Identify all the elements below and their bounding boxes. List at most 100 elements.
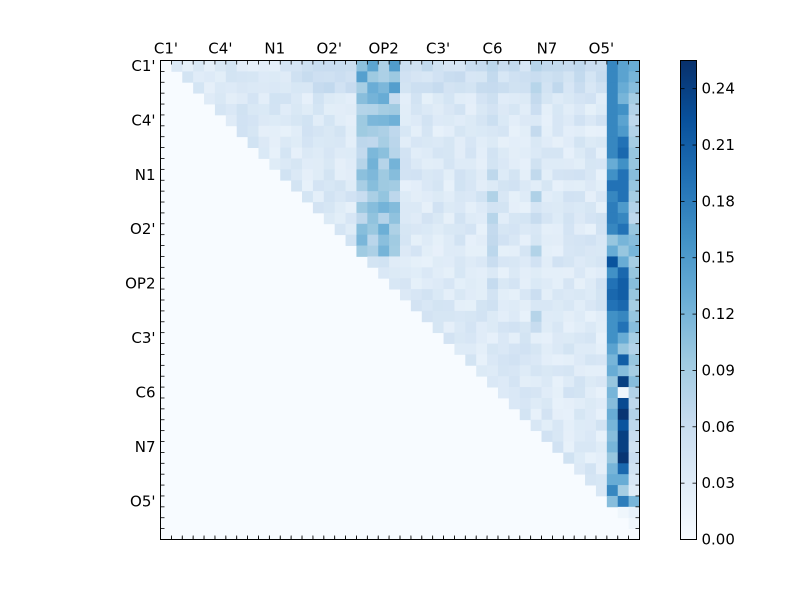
heatmap-cell [356,245,368,257]
heatmap-cell [410,256,423,268]
heatmap-cell [465,256,477,268]
heatmap-cell [389,125,401,138]
heatmap-cell [530,136,542,148]
heatmap-cell [454,180,466,192]
heatmap-cell [552,71,564,83]
heatmap-cell [541,365,553,377]
y-tick-label: C6 [135,384,155,402]
heatmap-cell [476,300,488,312]
heatmap-cell [563,419,575,432]
heatmap-cell [519,300,532,312]
heatmap-cell [214,93,227,105]
heatmap-cell [497,332,510,344]
heatmap-cell [617,343,630,355]
heatmap-cell [617,321,630,334]
heatmap-cell [465,202,477,214]
heatmap-cell [302,136,314,148]
heatmap-cell [421,223,434,236]
heatmap-cell [421,147,434,159]
heatmap-cell [552,158,564,170]
heatmap-cell [552,104,564,116]
heatmap-cell [487,256,499,268]
heatmap-cell [574,441,586,453]
heatmap-cell [421,125,434,138]
heatmap-cell [617,463,630,475]
heatmap-cell [541,300,553,312]
heatmap-cell [563,278,575,290]
heatmap-cell [421,191,434,203]
colorbar-ticks: 0.00 0.03 0.06 0.09 0.12 0.15 0.18 0.21 0.24 [680,80,735,549]
y-tick-label: N7 [135,438,156,456]
heatmap-cell [508,82,521,94]
heatmap-cell [552,397,564,410]
heatmap-cell [432,180,444,192]
heatmap-cell [443,60,455,72]
heatmap-cell [400,82,412,94]
heatmap-cell [585,441,597,453]
heatmap-cell [541,125,553,138]
heatmap-cell [617,191,630,203]
heatmap-cell [334,223,346,236]
x-tick-label: O2' [316,40,341,58]
heatmap-cell [541,169,553,181]
heatmap-cell [541,104,553,116]
heatmap-cell [585,223,597,236]
heatmap-cell [508,256,521,268]
heatmap-cell [345,114,357,127]
heatmap-cell [312,114,325,127]
heatmap-cell [574,82,586,94]
heatmap-cell [574,256,586,268]
heatmap-cell [585,60,597,72]
heatmap-cell [476,125,488,138]
heatmap-cell [476,191,488,203]
heatmap-cell [541,158,553,170]
heatmap-cell [400,169,412,181]
heatmap-cell [541,212,553,225]
heatmap-cell [487,180,499,192]
heatmap-cell [487,104,499,116]
heatmap-cell [378,82,390,94]
heatmap-cell [508,202,521,214]
heatmap-cell [541,419,553,432]
heatmap-cell [312,93,325,105]
heatmap-cell [302,125,314,138]
colorbar-tick-label: 0.12 [702,305,735,323]
heatmap-cell [552,441,564,453]
heatmap-cell [541,332,553,344]
heatmap-cell [508,114,521,127]
heatmap-cell [465,169,477,181]
heatmap-cell [628,441,640,453]
heatmap-cell [236,93,248,105]
heatmap-cell [519,310,532,323]
heatmap-cell [400,125,412,138]
heatmap-cell [552,191,564,203]
heatmap-cell [585,267,597,279]
heatmap-cell [497,387,510,399]
heatmap-cell [585,463,597,475]
heatmap-cell [563,332,575,344]
heatmap-cell [508,212,521,225]
heatmap-cell [410,104,423,116]
heatmap-cell [432,278,444,290]
heatmap-cell [476,289,488,301]
heatmap-cell [476,180,488,192]
heatmap-cell [378,93,390,105]
heatmap-cell [410,289,423,301]
heatmap-cell [617,234,630,246]
heatmap-cell [454,114,466,127]
heatmap-cell [465,245,477,257]
heatmap-cell [247,104,259,116]
heatmap-cell [378,191,390,203]
heatmap-cell [574,169,586,181]
heatmap-cell [595,343,608,355]
heatmap-cell [410,125,423,138]
heatmap-cell [563,71,575,83]
heatmap-cell [367,93,379,105]
heatmap-cell [595,267,608,279]
heatmap-cell [291,82,303,94]
heatmap-cell [617,495,630,508]
heatmap-cell [465,321,477,334]
heatmap-cell [312,169,325,181]
heatmap-cell [367,191,379,203]
heatmap-cell [585,278,597,290]
